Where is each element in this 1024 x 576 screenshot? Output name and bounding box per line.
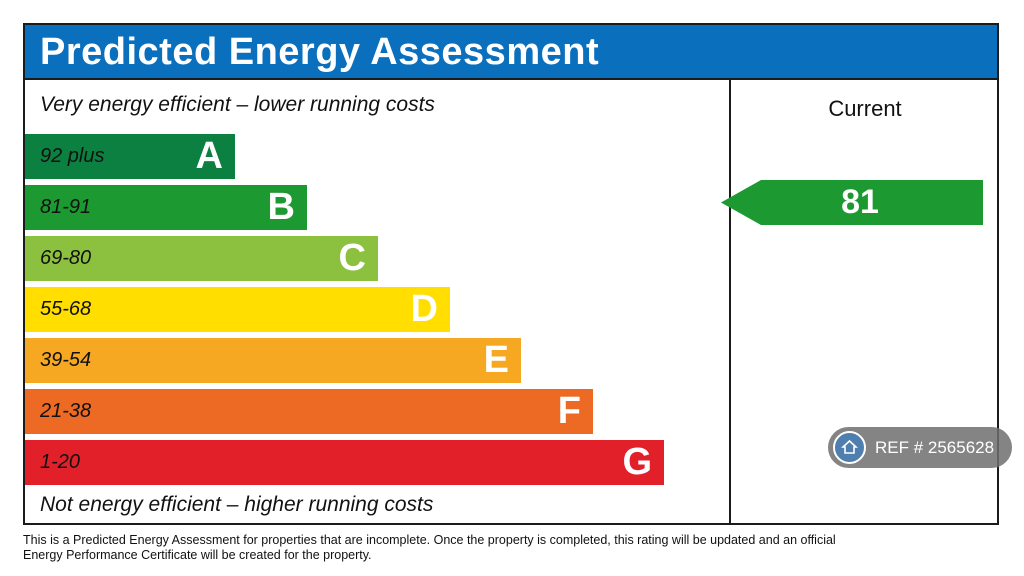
- ref-number: REF # 2565628: [875, 438, 995, 457]
- band-range-label: 1-20: [40, 451, 81, 473]
- band-range-label: 39-54: [40, 349, 92, 371]
- rating-band-c: 69-80 C: [25, 236, 378, 281]
- bottom-caption: Not energy efficient – higher running co…: [40, 493, 434, 516]
- band-letter: C: [338, 237, 366, 279]
- band-letter: B: [267, 186, 295, 228]
- band-range-label: 92 plus: [40, 145, 105, 167]
- rating-band-a: 92 plus A: [25, 134, 235, 179]
- current-rating-value: 81: [841, 183, 879, 221]
- rating-band-d: 55-68 D: [25, 287, 450, 332]
- house-icon: [833, 431, 866, 464]
- band-letter: E: [483, 339, 509, 381]
- ref-badge: REF # 2565628: [828, 427, 1012, 468]
- band-letter: D: [410, 288, 438, 330]
- footnote: This is a Predicted Energy Assessment fo…: [23, 533, 836, 562]
- band-range-label: 81-91: [40, 196, 92, 218]
- band-range-label: 21-38: [40, 400, 92, 422]
- band-letter: A: [195, 135, 223, 177]
- top-caption: Very energy efficient – lower running co…: [40, 93, 435, 116]
- band-range-label: 55-68: [40, 298, 92, 320]
- band-range-label: 69-80: [40, 247, 92, 269]
- rating-band-b: 81-91 B: [25, 185, 307, 230]
- page-title: Predicted Energy Assessment: [40, 31, 600, 73]
- chart-header: Predicted Energy Assessment: [25, 25, 997, 80]
- energy-chart-frame: Predicted Energy Assessment Very energy …: [23, 23, 999, 525]
- band-letter: G: [622, 441, 652, 483]
- column-divider: [729, 80, 731, 525]
- rating-band-g: 1-20 G: [25, 440, 664, 485]
- current-column-label: Current: [828, 96, 902, 121]
- rating-band-e: 39-54 E: [25, 338, 521, 383]
- band-letter: F: [557, 390, 581, 432]
- current-rating-arrow: [721, 180, 983, 225]
- rating-band-f: 21-38 F: [25, 389, 593, 434]
